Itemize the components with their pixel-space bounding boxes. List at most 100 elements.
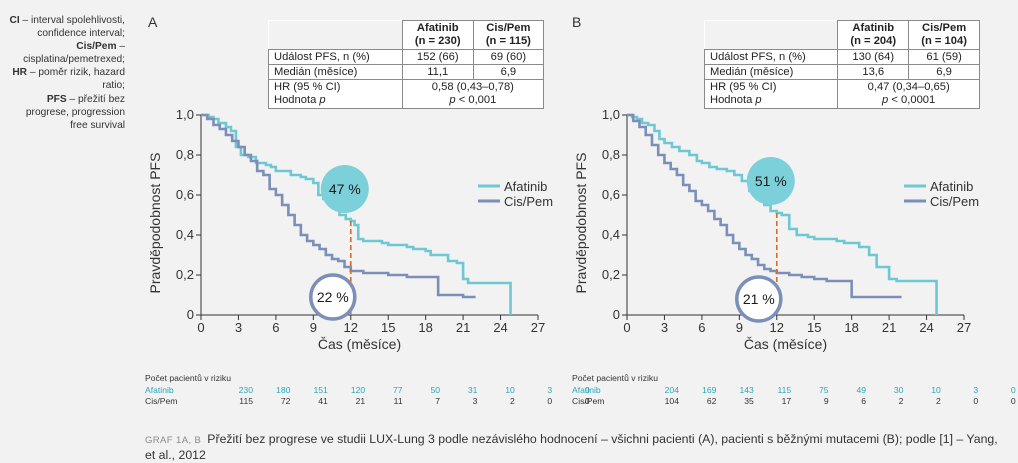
afatinib-percent-label: 47 % [329,181,361,197]
abbr-item: CI – interval spolehlivosti, confidence … [9,15,125,40]
risk-count: 151 [313,385,328,395]
afatinib-percent-bubble [320,165,369,213]
col-head-cispem: Cis/Pem (n = 104) [908,20,980,50]
legend-label: Cis/Pem [504,194,553,209]
table-row: HR (95 % CI) Hodnota p 0,47 (0,34–0,65) p … [703,79,980,109]
cispem-percent-label: 22 % [317,289,349,305]
abbr-item: PFS – přežití bez progrese, progression … [25,93,125,131]
risk-count: 31 [467,385,478,395]
x-tick-label: 6 [272,320,279,335]
risk-count: 3 [547,385,553,395]
y-tick-label: 0,4 [176,227,194,242]
x-tick-label: 15 [381,320,395,335]
risk-count: 2 [936,396,941,406]
risk-count: 11 [393,396,403,406]
y-tick-label: 0,4 [602,227,620,242]
risk-table-a: Počet pacientů v riziku Afatinib 230 180 15… [145,373,590,413]
summary-table-b: Afatinib (n = 204) Cis/Pem (n = 104) Událo… [703,20,980,109]
series-line-cis-pem [627,113,902,299]
summary-table-a: Afatinib (n = 230) Cis/Pem (n = 115) Událo… [268,20,545,109]
y-tick-label: 1,0 [176,107,194,122]
panel-letter-a: A [148,14,158,30]
abbr-item: HR – poměr rizik, hazard ratio; [12,67,125,92]
x-tick-label: 18 [844,320,858,335]
risk-count: 6 [861,396,866,406]
risk-count: 204 [664,385,679,395]
series-line-afatinib [627,113,938,315]
x-axis-label: Čas (měsíce) [318,336,401,352]
y-tick-label: 0,2 [176,267,194,282]
risk-row-afatinib: Afatinib 230 180 151 120 77 50 31 10 3 0 [145,385,590,395]
risk-count: 143 [739,385,754,395]
risk-count: 10 [505,385,515,395]
risk-count: 169 [702,385,717,395]
cispem-percent-bubble [735,275,783,323]
x-axis-label: Čas (měsíce) [744,336,827,352]
chart-panel-b: 0 3 6 9 12 15 18 21 24 27 0 0,2 0,4 0,6 0,8 1,0 Čas (měs… [573,107,979,352]
abbr-item: Cis/Pem – cisplatina/pemetrexed; [23,41,125,66]
x-tick-label: 9 [736,320,743,335]
x-tick-label: 12 [344,320,358,335]
legend-label: Cis/Pem [930,194,979,209]
x-tick-label: 0 [197,320,204,335]
y-tick-label: 0,8 [176,147,194,162]
y-tick-label: 1,0 [602,107,620,122]
x-tick-label: 12 [770,320,784,335]
risk-count: 10 [931,385,941,395]
table-row: Medián (měsíce) 13,6 6,9 [703,64,980,80]
x-tick-label: 18 [418,320,432,335]
risk-count: 50 [430,385,440,395]
risk-row-afatinib: Afatinib 204 169 143 115 75 49 30 10 3 0 [572,385,1016,395]
risk-count: 0 [1010,396,1016,406]
x-tick-label: 15 [807,320,821,335]
risk-count: 77 [393,385,403,395]
risk-count: 0 [584,385,590,395]
risk-count: 21 [355,396,366,406]
y-tick-label: 0 [613,307,620,322]
col-head-cispem: Cis/Pem (n = 115) [472,20,545,50]
table-row: Událost PFS, n (%) 152 (66) 69 (60) [268,49,545,65]
y-tick-label: 0,6 [602,187,620,202]
x-tick-label: 24 [493,320,507,335]
risk-count: 180 [276,385,291,395]
figure-caption: GRAF 1A, B Přežití bez progrese ve studii… [145,432,1005,463]
col-head-afatinib: Afatinib (n = 230) [401,20,474,50]
risk-count: 2 [898,396,904,406]
risk-count: 72 [280,396,291,406]
risk-count: 7 [435,396,440,406]
risk-count: 35 [744,396,754,406]
risk-count: 17 [781,396,792,406]
risk-row-cispem: Cis/Pem 104 62 35 17 9 6 2 2 0 0 [572,396,1016,406]
risk-row-cispem: Cis/Pem 115 72 41 21 11 7 3 2 0 0 [145,396,590,406]
abbreviations-legend: CI – interval spolehlivosti, confidence … [8,14,125,132]
risk-count: 30 [893,385,904,395]
y-tick-label: 0,6 [176,187,194,202]
table-row: Událost PFS, n (%) 130 (64) 61 (59) [703,49,980,65]
series-line-cis-pem [201,113,476,299]
series-line-afatinib [201,113,512,315]
risk-count: 49 [856,385,866,395]
y-tick-label: 0 [187,307,194,322]
afatinib-percent-bubble [746,157,795,205]
x-tick-label: 27 [957,320,971,335]
risk-count: 0 [584,396,590,406]
risk-title: Počet pacientů v riziku [572,373,658,383]
x-tick-label: 3 [661,320,668,335]
chart-panel-a: 0 3 6 9 12 15 18 21 24 27 0 0,2 0,4 0,6 0,8 1,0 Čas (měs… [147,107,553,352]
risk-count: 3 [472,396,478,406]
afatinib-percent-label: 51 % [755,173,787,189]
x-tick-label: 24 [919,320,933,335]
risk-count: 9 [823,396,829,406]
table-row: HR (95 % CI) Hodnota p 0,58 (0,43–0,78) p … [268,79,545,109]
caption-text: Přežití bez progrese ve studii LUX-Lung … [145,432,998,462]
risk-count: 115 [239,396,253,406]
risk-count: 75 [819,385,829,395]
cispem-percent-label: 21 % [743,291,775,307]
risk-count: 0 [973,396,979,406]
x-tick-label: 6 [698,320,705,335]
x-tick-label: 9 [310,320,317,335]
y-axis-label: Pravděpodobnost PFS [147,153,163,294]
risk-table-b: Počet pacientů v riziku Afatinib 204 169 14… [572,373,1016,413]
x-tick-label: 27 [531,320,545,335]
